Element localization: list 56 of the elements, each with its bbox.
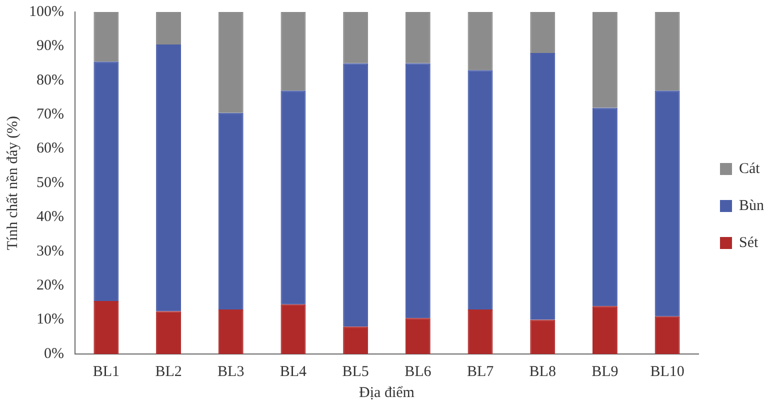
bar [218,12,244,113]
y-tick-label: 50% [36,174,64,191]
bar [156,311,181,354]
x-axis-title: Địa điểm [359,384,415,401]
bar [218,310,244,354]
y-tick-label: 70% [36,106,64,123]
bar [280,12,306,91]
bar [592,12,618,108]
bar [405,12,430,64]
bar [468,310,493,354]
y-tick-label: 90% [36,38,64,54]
x-tick-label: BL10 [650,364,684,380]
x-tick-label: BL8 [529,364,556,380]
y-axis-title: Tính chất nền đáy (%) [4,116,21,250]
y-tick-label: 0% [44,346,64,362]
y-tick-label: 10% [36,312,64,328]
bar [654,90,680,316]
bar [530,12,556,54]
legend-label: Bùn [738,198,764,214]
x-tick-label: BL1 [92,364,120,380]
bar [94,12,119,62]
x-tick-label: BL9 [592,364,618,380]
bar [218,112,244,310]
bar [156,12,181,44]
bar [468,12,493,70]
bar [343,326,368,354]
y-tick-label: 40% [36,209,64,226]
bar [343,12,368,64]
x-tick-label: BL6 [404,364,432,380]
bar [530,53,556,320]
bar [654,316,680,354]
y-tick-label: 80% [36,72,64,88]
x-tick-label: BL7 [466,364,494,380]
bar [530,320,556,354]
bar [654,12,680,91]
legend-label: Cát [738,160,761,177]
bar [405,318,430,354]
x-tick-label: BL3 [218,364,244,380]
y-tick-label: 20% [36,278,64,294]
x-tick-label: BL4 [280,364,308,380]
y-tick-label: 100% [28,4,64,20]
bar [94,62,119,301]
bar [592,306,618,354]
bar [94,300,119,354]
x-tick-label: BL5 [342,364,369,380]
bar [343,63,368,327]
bar [405,63,430,318]
legend-label: Sét [738,234,759,251]
bar [280,304,306,354]
bar [156,44,181,312]
bar [592,108,618,306]
bar [280,90,306,304]
y-tick-label: 30% [36,243,64,260]
y-tick-label: 60% [36,140,64,157]
bar [468,70,493,310]
x-tick-label: BL2 [155,364,182,380]
